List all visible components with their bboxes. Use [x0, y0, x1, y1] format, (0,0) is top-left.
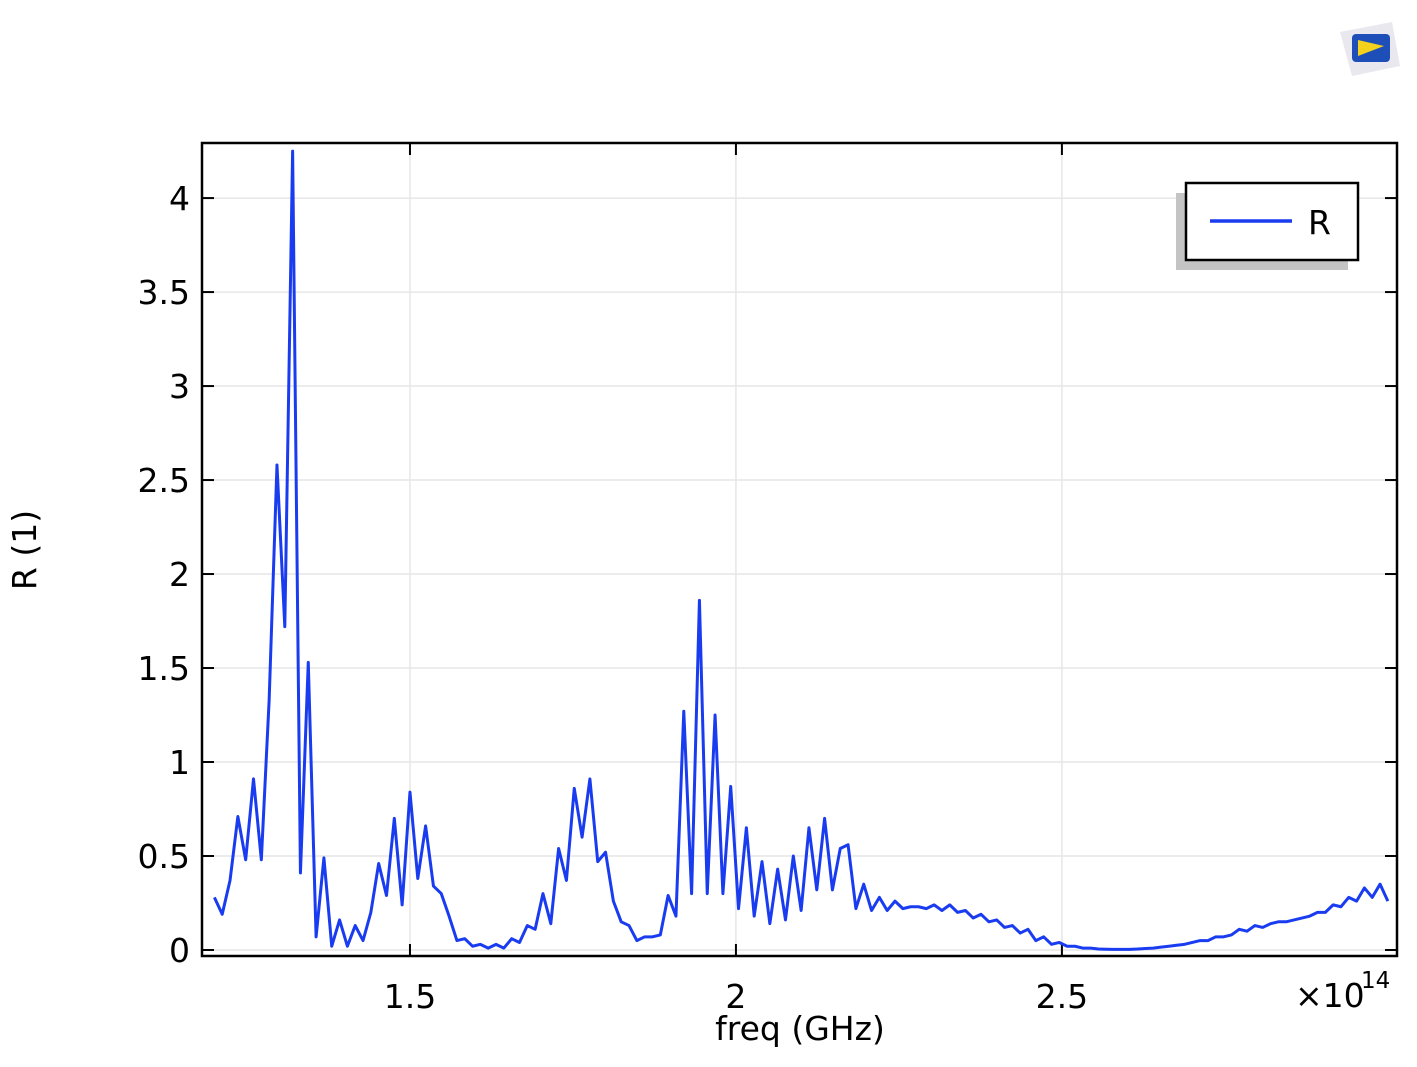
- y-tick-label: 2: [169, 555, 190, 594]
- x-exponent: 14: [1361, 968, 1390, 994]
- y-tick-label: 0.5: [138, 837, 190, 876]
- x-multiplier: ×10: [1295, 976, 1365, 1015]
- y-tick-label: 0: [169, 931, 190, 970]
- x-tick-label: 2.5: [1036, 977, 1088, 1016]
- plot-frame: [200, 141, 1399, 958]
- y-tick-label: 1: [169, 743, 190, 782]
- app-logo: [1340, 22, 1400, 76]
- y-tick-label: 4: [169, 179, 190, 218]
- y-tick-label: 1.5: [138, 649, 190, 688]
- y-tick-label: 3: [169, 367, 190, 406]
- x-tick-label: 2: [725, 977, 746, 1016]
- legend-label: R: [1308, 203, 1331, 242]
- x-axis-label: freq (GHz): [715, 1009, 885, 1048]
- legend: R: [1176, 181, 1360, 270]
- y-axis-label: R (1): [5, 510, 44, 590]
- data-line: [213, 149, 1390, 951]
- y-tick-label: 2.5: [138, 461, 190, 500]
- y-tick-label: 3.5: [138, 273, 190, 312]
- x-tick-label: 1.5: [384, 977, 436, 1016]
